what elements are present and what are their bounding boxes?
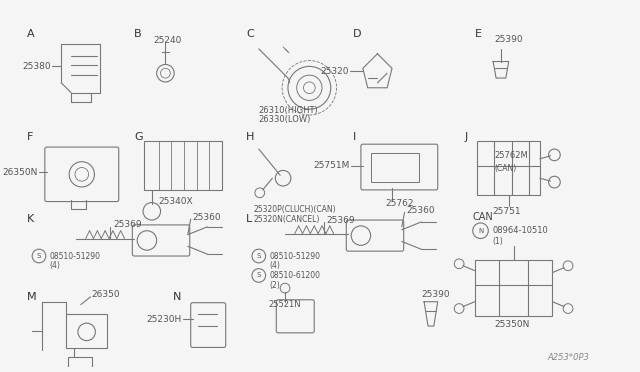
Text: 25390: 25390 xyxy=(494,35,523,44)
Text: 25340X: 25340X xyxy=(159,197,193,206)
Text: M: M xyxy=(28,292,37,302)
Text: A253*0P3: A253*0P3 xyxy=(548,353,589,362)
Text: G: G xyxy=(134,132,143,141)
Text: 25762M: 25762M xyxy=(494,151,528,160)
Text: 25369: 25369 xyxy=(113,220,141,230)
Text: 25320N(CANCEL): 25320N(CANCEL) xyxy=(254,215,320,224)
Text: 25762: 25762 xyxy=(385,199,413,208)
Text: 26350N: 26350N xyxy=(3,168,38,177)
Text: 25230H: 25230H xyxy=(147,315,182,324)
Bar xyxy=(66,314,107,349)
Text: C: C xyxy=(246,29,254,39)
Text: 08510-61200: 08510-61200 xyxy=(269,271,321,280)
Text: 26330(LOW): 26330(LOW) xyxy=(259,115,311,124)
Bar xyxy=(371,153,419,182)
Text: (1): (1) xyxy=(492,237,503,246)
Text: CAN: CAN xyxy=(473,212,493,222)
Text: B: B xyxy=(134,29,142,39)
Text: 25360: 25360 xyxy=(406,206,435,215)
Bar xyxy=(144,141,222,190)
Text: 08510-51290: 08510-51290 xyxy=(50,251,100,260)
Text: 26310(HIGHT): 26310(HIGHT) xyxy=(259,106,319,115)
Text: S: S xyxy=(257,253,261,259)
Text: (CAN): (CAN) xyxy=(494,164,516,173)
Text: 26350: 26350 xyxy=(92,291,120,299)
Text: D: D xyxy=(353,29,362,39)
Text: 08510-51290: 08510-51290 xyxy=(269,251,321,260)
Text: S: S xyxy=(37,253,41,259)
Text: (4): (4) xyxy=(269,261,280,270)
Text: 25369: 25369 xyxy=(327,215,355,225)
Text: N: N xyxy=(173,292,182,302)
Text: F: F xyxy=(28,132,34,141)
Text: 25390: 25390 xyxy=(421,291,450,299)
Text: 25521N: 25521N xyxy=(269,300,301,309)
Text: 25751M: 25751M xyxy=(314,161,350,170)
Bar xyxy=(477,141,540,195)
Text: L: L xyxy=(246,214,252,224)
Bar xyxy=(475,260,552,316)
Text: 25350N: 25350N xyxy=(494,320,529,328)
Text: 25240: 25240 xyxy=(154,36,182,45)
Text: (4): (4) xyxy=(50,261,61,270)
Text: S: S xyxy=(257,272,261,279)
Text: H: H xyxy=(246,132,255,141)
Text: 25751: 25751 xyxy=(492,207,521,216)
Text: I: I xyxy=(353,132,356,141)
Text: 25320P(CLUCH)(CAN): 25320P(CLUCH)(CAN) xyxy=(254,205,337,214)
Text: (2): (2) xyxy=(269,281,280,290)
Bar xyxy=(68,357,93,372)
Text: E: E xyxy=(475,29,482,39)
Text: 25360: 25360 xyxy=(193,213,221,222)
Text: 25320: 25320 xyxy=(321,67,349,76)
Text: 25380: 25380 xyxy=(22,62,51,71)
Text: J: J xyxy=(465,132,468,141)
Text: K: K xyxy=(28,214,35,224)
Text: A: A xyxy=(28,29,35,39)
Text: 08964-10510: 08964-10510 xyxy=(492,226,548,235)
Text: N: N xyxy=(478,228,483,234)
